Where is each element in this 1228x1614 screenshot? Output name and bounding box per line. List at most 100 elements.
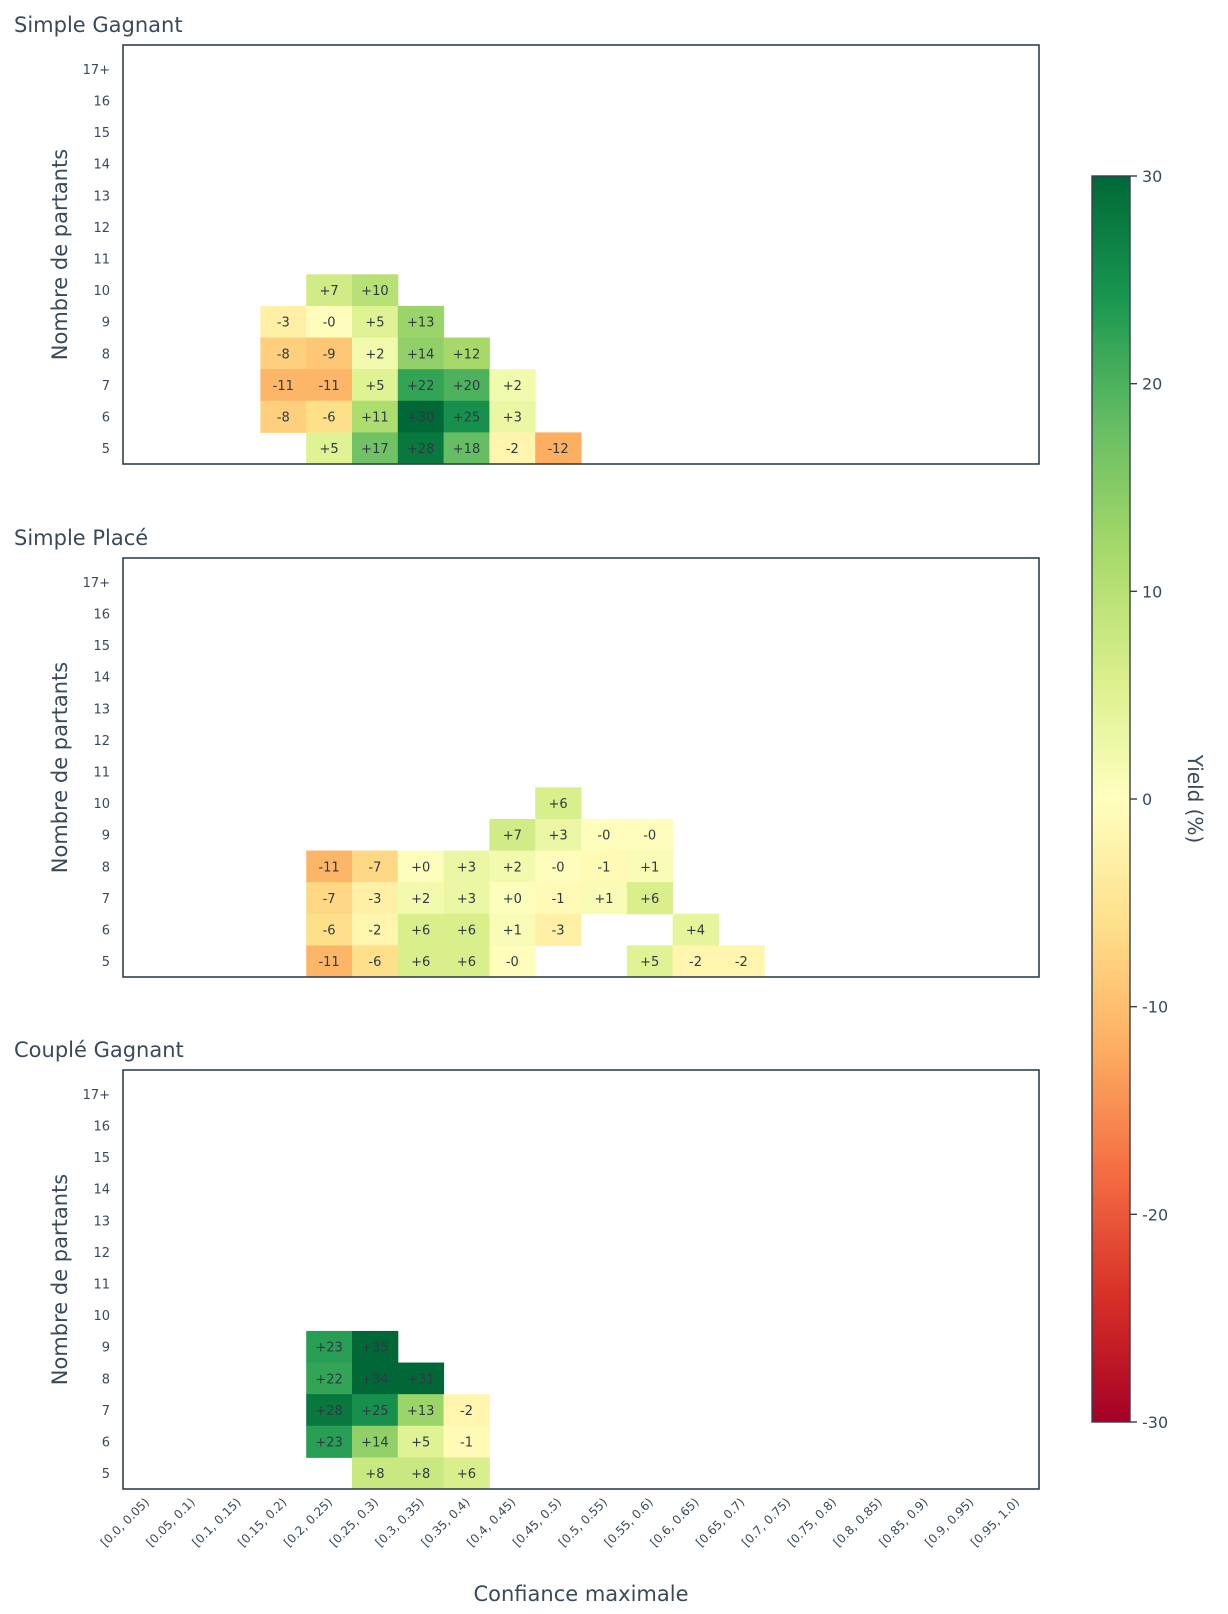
cell-label: +0: [411, 860, 430, 875]
cell-label: +5: [365, 316, 384, 331]
cell-label: -11: [273, 379, 294, 394]
heatmap-cell: [443, 1394, 490, 1427]
cell-label: -1: [552, 892, 565, 907]
cell-label: -2: [506, 442, 519, 457]
colorbar-tick-label: 20: [1142, 375, 1162, 394]
heatmap-cell: [306, 945, 353, 978]
heatmap-cell: [535, 850, 582, 883]
x-tick-label: [0.05, 0.1): [144, 1495, 198, 1549]
y-tick-label: 7: [102, 379, 110, 394]
cell-label: -0: [597, 829, 610, 844]
cell-label: -0: [552, 860, 565, 875]
heatmap-cell: [443, 850, 490, 883]
y-tick-label: 6: [102, 1436, 110, 1451]
cell-label: +25: [361, 1404, 388, 1419]
heatmap-cell: [306, 432, 353, 465]
cell-label: +35: [361, 1341, 388, 1356]
cell-label: +3: [457, 860, 476, 875]
y-tick-label: 13: [93, 702, 110, 717]
heatmap-cell: [397, 945, 445, 978]
cell-label: -3: [368, 892, 381, 907]
heatmap-cell: [397, 1457, 445, 1490]
cell-label: +0: [503, 892, 522, 907]
cell-label: -2: [689, 955, 702, 970]
heatmap-cell: [443, 882, 490, 915]
x-axis-label: Confiance maximale: [473, 1582, 688, 1606]
heatmap-cell: [489, 432, 536, 465]
cell-label: +28: [407, 442, 434, 457]
heatmap-cell: [626, 882, 674, 915]
heatmap-cell: [489, 818, 536, 852]
heatmap-cell: [352, 945, 399, 978]
y-tick-label: 8: [102, 860, 110, 875]
heatmap-cell: [352, 432, 399, 465]
cell-label: +2: [411, 892, 430, 907]
y-tick-label: 8: [102, 347, 110, 362]
y-tick-label: 17+: [83, 576, 110, 591]
cell-label: +3: [549, 829, 568, 844]
cell-label: +30: [407, 411, 434, 426]
heatmap-cell: [581, 850, 628, 883]
cell-label: -3: [277, 316, 290, 331]
heatmap-cell: [352, 913, 399, 946]
y-tick-label: 15: [93, 639, 110, 654]
x-tick-label: [0.5, 0.55): [556, 1495, 610, 1549]
heatmap-cell: [535, 913, 582, 946]
plot-frame: [122, 44, 1040, 465]
y-tick-label: 5: [102, 442, 110, 457]
heatmap-cell: [626, 945, 674, 978]
cell-label: -3: [552, 924, 565, 939]
colorbar: [1091, 175, 1131, 1423]
heatmap-cell: [352, 1362, 399, 1395]
x-tick-label: [0.1, 0.15): [189, 1495, 243, 1549]
x-tick-label: [0.85, 0.9): [876, 1495, 930, 1549]
heatmap-cell: [306, 1394, 353, 1427]
y-tick-label: 12: [93, 221, 110, 236]
heatmap-cell: [443, 1425, 490, 1458]
cell-label: -9: [323, 347, 336, 362]
heatmap-cell: [352, 1457, 399, 1490]
heatmap-cell: [489, 945, 536, 978]
colorbar-label: Yield (%): [1183, 754, 1207, 844]
x-tick-label: [0.95, 1.0): [968, 1495, 1022, 1549]
heatmap-cell: [626, 850, 674, 883]
cell-label: -6: [323, 924, 336, 939]
cell-label: -6: [368, 955, 381, 970]
cell-label: +22: [407, 379, 434, 394]
heatmap-cell: [352, 400, 399, 433]
heatmap-cell: [626, 818, 674, 852]
x-tick-label: [0.75, 0.8): [785, 1495, 839, 1549]
heatmap-cell: [443, 1457, 490, 1490]
cell-label: +2: [503, 860, 522, 875]
x-tick-label: [0.8, 0.85): [831, 1495, 885, 1549]
y-tick-label: 9: [102, 1341, 110, 1356]
heatmap-cell: [489, 882, 536, 915]
y-tick-label: 11: [93, 766, 110, 781]
cell-label: +5: [365, 379, 384, 394]
heatmap-cell: [397, 432, 445, 465]
x-tick-label: [0.35, 0.4): [418, 1495, 472, 1549]
cell-label: +6: [457, 1467, 476, 1482]
colorbar-tick-label: 0: [1142, 790, 1152, 809]
cell-label: +34: [361, 1372, 388, 1387]
cell-label: +6: [411, 924, 430, 939]
heatmap-cell: [306, 305, 353, 339]
heatmap-cell: [260, 400, 307, 433]
cell-label: +13: [407, 316, 434, 331]
y-tick-label: 15: [93, 1151, 110, 1166]
heatmap-cell: [352, 337, 399, 370]
cell-label: +7: [320, 284, 339, 299]
colorbar-tick-label: -30: [1142, 1413, 1168, 1432]
y-tick-label: 9: [102, 316, 110, 331]
heatmap-cell: [306, 850, 353, 883]
cell-label: +2: [503, 379, 522, 394]
heatmap-cell: [535, 882, 582, 915]
cell-label: +18: [453, 442, 480, 457]
x-tick-label: [0.65, 0.7): [693, 1495, 747, 1549]
cell-label: +8: [365, 1467, 384, 1482]
cell-label: -12: [547, 442, 568, 457]
x-tick-label: [0.6, 0.65): [647, 1495, 701, 1549]
x-tick-label: [0.2, 0.25): [281, 1495, 335, 1549]
cell-label: -8: [277, 411, 290, 426]
plot-frame: [122, 557, 1040, 978]
